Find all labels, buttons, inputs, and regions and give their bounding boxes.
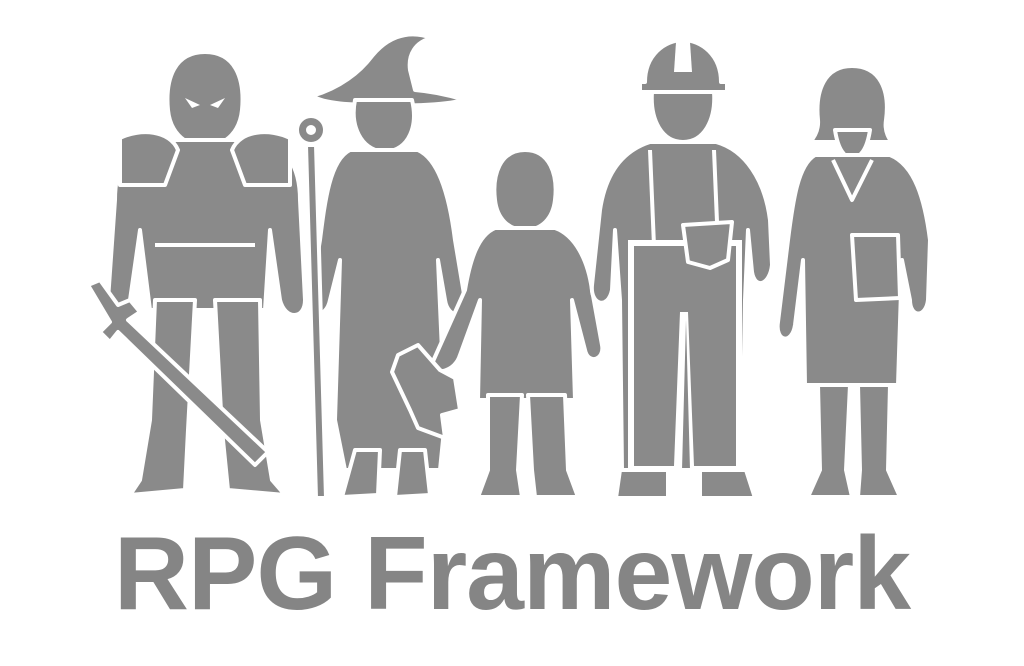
construction-worker-icon <box>589 38 774 500</box>
logo-title: RPG Framework <box>113 516 911 632</box>
characters-illustration <box>86 32 932 500</box>
child-icon <box>390 148 605 499</box>
office-worker-icon <box>775 64 932 499</box>
knight-icon <box>86 50 307 497</box>
